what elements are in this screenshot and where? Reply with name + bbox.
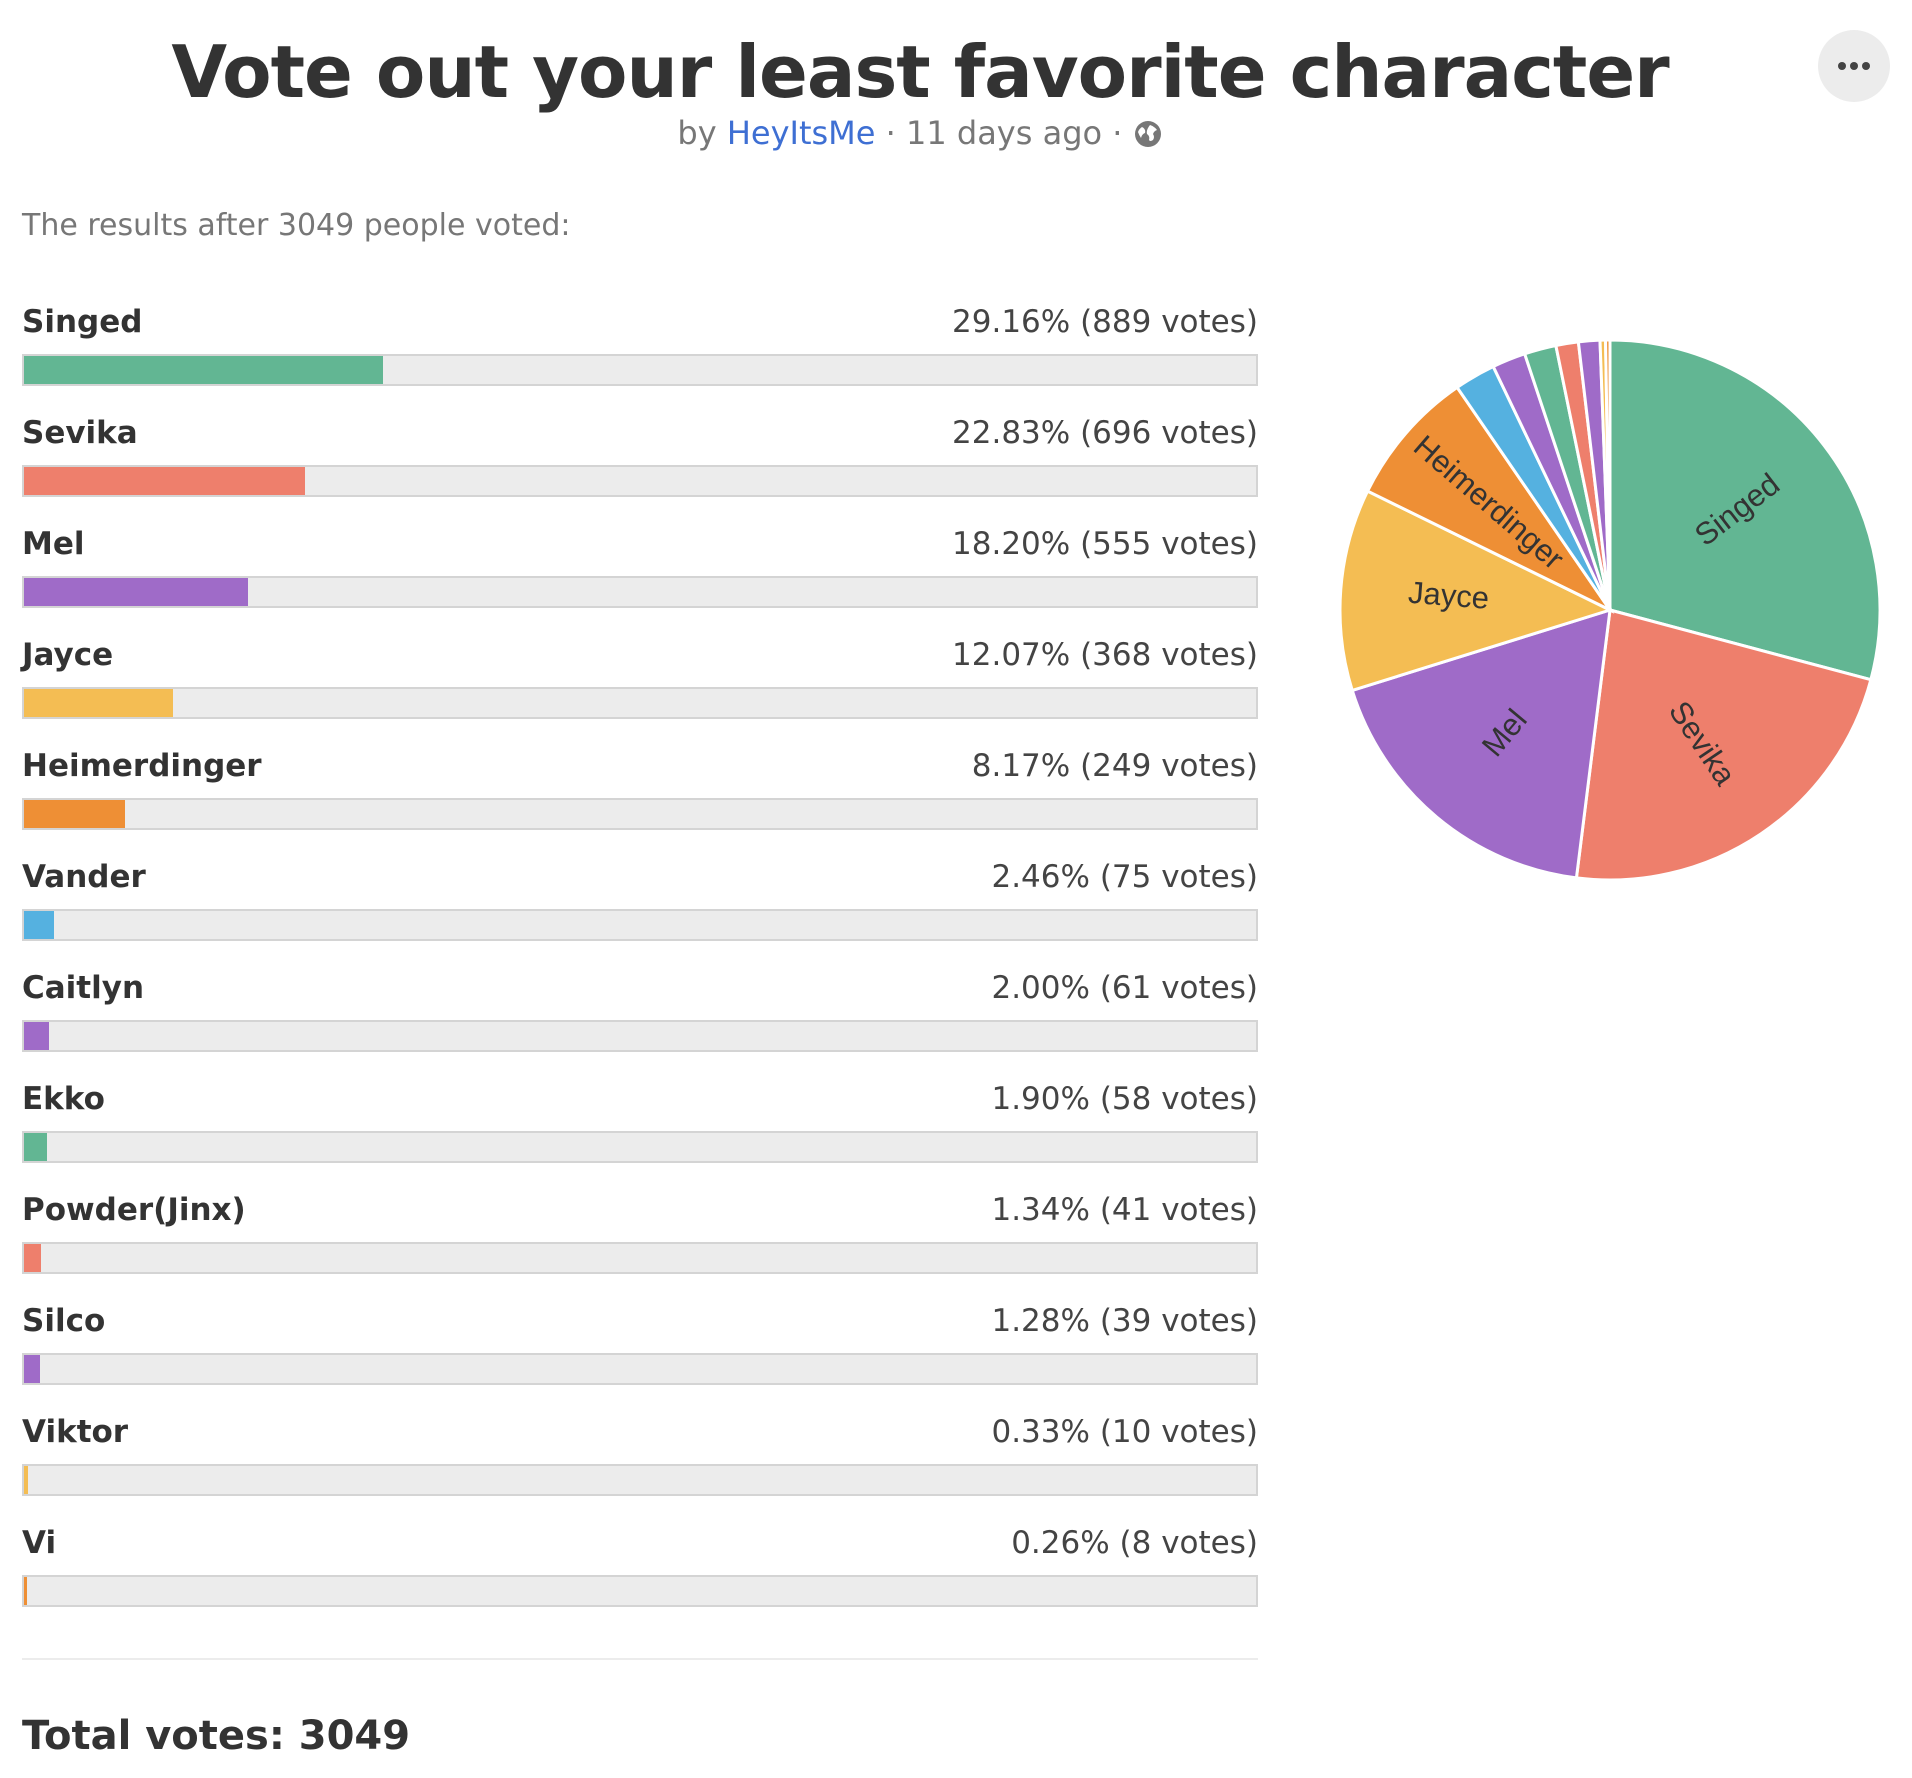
result-bar-track	[22, 1131, 1258, 1163]
result-row: Heimerdinger 8.17% (249 votes)	[22, 742, 1258, 853]
option-stat: 0.26% (8 votes)	[1011, 1525, 1258, 1561]
result-bar-fill	[24, 1244, 41, 1272]
result-bar-fill	[24, 800, 125, 828]
pie-slice	[1350, 607, 1612, 880]
result-bar-fill	[24, 1577, 28, 1605]
result-bar-track	[22, 1020, 1258, 1052]
option-stat: 0.33% (10 votes)	[991, 1414, 1258, 1450]
result-bar-fill	[24, 578, 249, 606]
result-row: Powder(Jinx) 1.34% (41 votes)	[22, 1186, 1258, 1297]
result-bar-track	[22, 354, 1258, 386]
option-name: Caitlyn	[22, 970, 145, 1006]
result-row: Mel 18.20% (555 votes)	[22, 520, 1258, 631]
result-bar-track	[22, 1575, 1258, 1607]
option-name: Heimerdinger	[22, 748, 262, 784]
option-name: Viktor	[22, 1414, 129, 1450]
pie-slice	[1574, 608, 1873, 882]
option-stat: 18.20% (555 votes)	[952, 526, 1258, 562]
result-bar-track	[22, 687, 1258, 719]
pie-slice	[1338, 489, 1615, 693]
option-name: Sevika	[22, 415, 138, 451]
poll-title: Vote out your least favorite character	[171, 30, 1669, 114]
option-stat: 22.83% (696 votes)	[952, 415, 1258, 451]
result-row: Sevika 22.83% (696 votes)	[22, 409, 1258, 520]
option-name: Vi	[22, 1525, 57, 1561]
option-stat: 29.16% (889 votes)	[952, 304, 1258, 340]
result-bar-fill	[24, 1466, 29, 1494]
results-list: Singed 29.16% (889 votes) Sevika 22.83% (69…	[22, 298, 1258, 1630]
result-row: Vi 0.26% (8 votes)	[22, 1519, 1258, 1630]
globe-icon	[1133, 118, 1163, 148]
byline-separator-2: ·	[1112, 114, 1123, 152]
author-link[interactable]: HeyItsMe	[726, 114, 876, 152]
result-row: Caitlyn 2.00% (61 votes)	[22, 964, 1258, 1075]
more-options-button[interactable]	[1818, 30, 1890, 102]
total-votes: Total votes: 3049	[22, 1713, 411, 1759]
pie-chart: Singed Sevika Mel Jayce Heimerdinger	[1320, 320, 1900, 900]
option-stat: 8.17% (249 votes)	[971, 748, 1258, 784]
result-bar-fill	[24, 1133, 48, 1161]
option-name: Mel	[22, 526, 85, 562]
option-stat: 1.34% (41 votes)	[991, 1192, 1258, 1228]
option-name: Silco	[22, 1303, 106, 1339]
results-summary: The results after 3049 people voted:	[22, 208, 571, 243]
option-name: Singed	[22, 304, 143, 340]
result-row: Silco 1.28% (39 votes)	[22, 1297, 1258, 1408]
result-bar-track	[22, 909, 1258, 941]
result-row: Viktor 0.33% (10 votes)	[22, 1408, 1258, 1519]
result-bar-track	[22, 1242, 1258, 1274]
pie-slice	[1604, 338, 1612, 611]
more-dot-icon	[1838, 62, 1846, 70]
pie-slice-label: Jayce	[1407, 575, 1490, 616]
pie-slice	[1608, 338, 1882, 682]
result-bar-fill	[24, 911, 55, 939]
pie-slice	[1365, 385, 1615, 614]
result-bar-fill	[24, 356, 384, 384]
more-dot-icon	[1862, 62, 1870, 70]
option-stat: 2.46% (75 votes)	[991, 859, 1258, 895]
result-bar-fill	[24, 1355, 40, 1383]
result-bar-track	[22, 798, 1258, 830]
result-bar-track	[22, 1353, 1258, 1385]
result-row: Ekko 1.90% (58 votes)	[22, 1075, 1258, 1186]
option-name: Ekko	[22, 1081, 105, 1117]
option-stat: 2.00% (61 votes)	[991, 970, 1258, 1006]
option-stat: 1.28% (39 votes)	[991, 1303, 1258, 1339]
result-row: Singed 29.16% (889 votes)	[22, 298, 1258, 409]
poll-byline: by HeyItsMe · 11 days ago ·	[0, 113, 1840, 153]
byline-separator: ·	[885, 114, 896, 152]
divider	[22, 1658, 1258, 1660]
more-dot-icon	[1850, 62, 1858, 70]
time-ago: 11 days ago	[905, 114, 1103, 152]
result-bar-track	[22, 1464, 1258, 1496]
byline-prefix: by	[677, 114, 717, 152]
option-stat: 12.07% (368 votes)	[952, 637, 1258, 673]
result-bar-track	[22, 576, 1258, 608]
result-row: Vander 2.46% (75 votes)	[22, 853, 1258, 964]
option-stat: 1.90% (58 votes)	[991, 1081, 1258, 1117]
option-name: Jayce	[22, 637, 114, 673]
option-name: Powder(Jinx)	[22, 1192, 246, 1228]
result-bar-fill	[24, 1022, 49, 1050]
result-row: Jayce 12.07% (368 votes)	[22, 631, 1258, 742]
option-name: Vander	[22, 859, 146, 895]
result-bar-track	[22, 465, 1258, 497]
result-bar-fill	[24, 689, 173, 717]
result-bar-fill	[24, 467, 306, 495]
